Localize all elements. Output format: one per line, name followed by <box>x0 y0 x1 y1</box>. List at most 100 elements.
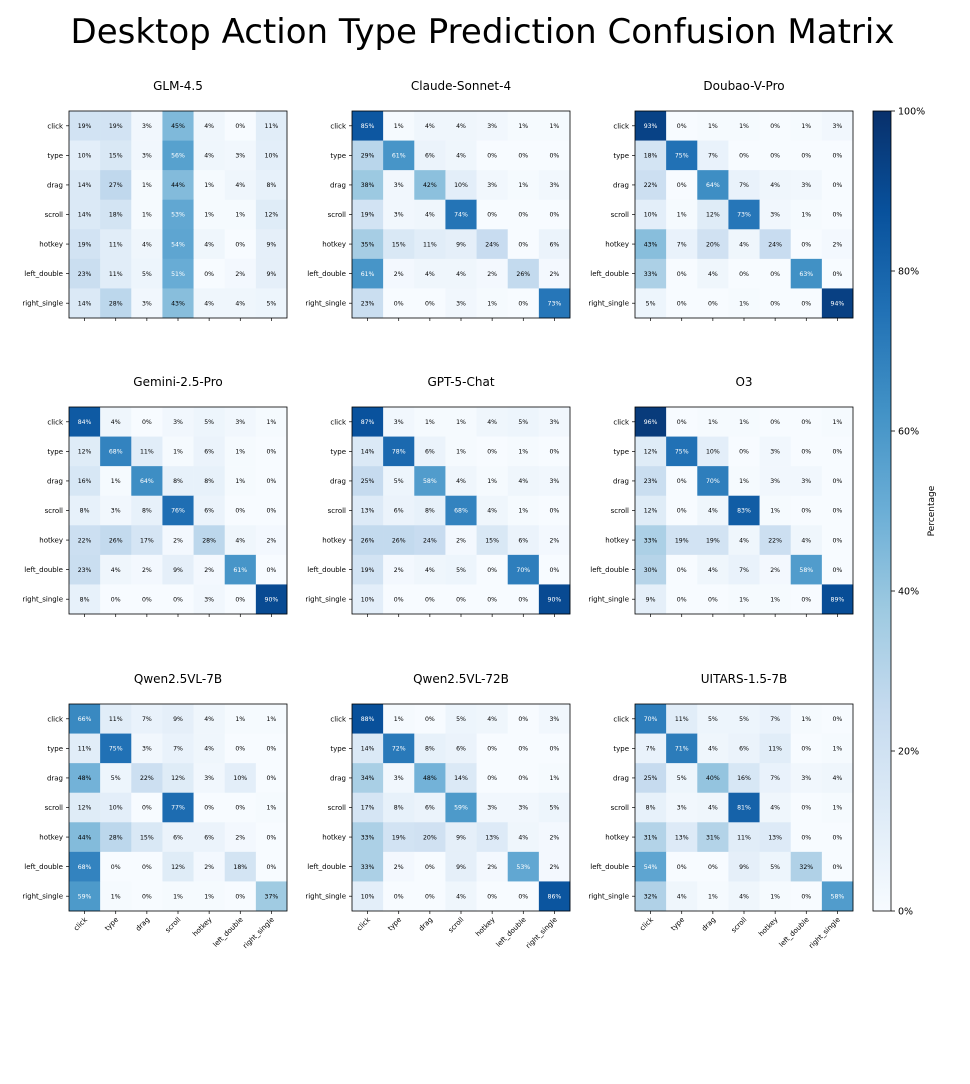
heatmap-cell <box>193 199 226 230</box>
cell-label: 0% <box>677 596 687 603</box>
cell-label: 6% <box>173 834 183 841</box>
heatmap-cell <box>666 258 698 289</box>
heatmap-cell <box>790 407 823 437</box>
heatmap-cell <box>507 466 540 497</box>
cell-label: 0% <box>235 508 245 515</box>
heatmap-cell <box>224 763 257 794</box>
cell-label: 0% <box>425 716 435 723</box>
cell-label: 33% <box>361 864 375 871</box>
heatmap-cell <box>697 792 729 823</box>
heatmap-cell <box>538 436 571 467</box>
heatmap-cell <box>193 763 226 794</box>
heatmap-cell <box>352 851 384 882</box>
y-tick-label: click <box>330 715 347 723</box>
cell-label: 28% <box>202 537 216 544</box>
heatmap-cell <box>100 288 132 319</box>
cell-label: 3% <box>173 419 183 426</box>
cell-label: 0% <box>394 893 404 900</box>
cell-label: 0% <box>204 805 214 812</box>
cell-label: 3% <box>394 182 404 189</box>
cell-label: 1% <box>394 123 404 130</box>
heatmap-cell <box>352 792 384 823</box>
heatmap-cell <box>100 229 132 260</box>
cell-label: 2% <box>550 537 560 544</box>
cell-label: 9% <box>739 864 749 871</box>
x-tick-label: click <box>72 915 89 932</box>
heatmap-cell <box>697 170 729 201</box>
cell-label: 0% <box>801 893 811 900</box>
cell-label: 3% <box>550 716 560 723</box>
heatmap-cell <box>414 584 446 615</box>
heatmap-cell <box>224 466 257 497</box>
heatmap-cell <box>255 792 288 823</box>
cell-label: 6% <box>204 449 214 456</box>
cell-label: 19% <box>109 123 123 130</box>
heatmap-cell <box>131 525 163 556</box>
cell-label: 10% <box>233 775 247 782</box>
heatmap-cell <box>100 436 132 467</box>
y-tick-label: click <box>47 418 64 426</box>
heatmap-cell <box>790 111 823 141</box>
y-tick-label: hotkey <box>605 241 629 249</box>
cell-label: 90% <box>548 596 562 603</box>
heatmap-cell <box>255 436 288 467</box>
cell-label: 2% <box>173 537 183 544</box>
heatmap-cell <box>255 111 288 141</box>
subplot-title: Gemini-2.5-Pro <box>133 375 222 389</box>
heatmap-cell <box>538 495 571 526</box>
heatmap-cell <box>131 229 163 260</box>
cell-label: 0% <box>833 567 843 574</box>
cell-label: 72% <box>392 746 406 753</box>
heatmap-cell <box>635 111 667 141</box>
y-tick-label: hotkey <box>39 537 63 545</box>
heatmap-cell <box>255 733 288 764</box>
heatmap-cell <box>131 258 163 289</box>
y-tick-label: right_single <box>305 300 346 308</box>
cell-label: 4% <box>708 567 718 574</box>
cell-label: 24% <box>423 537 437 544</box>
heatmap-cell <box>759 495 792 526</box>
cell-label: 70% <box>706 478 720 485</box>
heatmap-cell <box>635 704 667 734</box>
heatmap-cell <box>193 851 226 882</box>
cell-label: 12% <box>171 864 185 871</box>
cell-label: 71% <box>675 746 689 753</box>
cell-label: 0% <box>770 300 780 307</box>
cell-label: 1% <box>394 716 404 723</box>
heatmap-cell <box>131 140 163 171</box>
cell-label: 19% <box>78 241 92 248</box>
cell-label: 1% <box>801 123 811 130</box>
cell-label: 12% <box>78 449 92 456</box>
heatmap-cell <box>352 881 384 912</box>
x-tick-label: left_double <box>778 916 811 949</box>
cell-label: 13% <box>361 508 375 515</box>
cell-label: 3% <box>550 182 560 189</box>
cell-label: 43% <box>644 241 658 248</box>
cell-label: 33% <box>361 834 375 841</box>
cell-label: 0% <box>425 893 435 900</box>
cell-label: 3% <box>770 449 780 456</box>
subplot-title: UITARS-1.5-7B <box>701 672 788 686</box>
y-tick-label: scroll <box>611 804 629 812</box>
heatmap-cell <box>666 763 698 794</box>
cell-label: 0% <box>518 153 528 160</box>
heatmap-cell <box>383 584 415 615</box>
cell-label: 59% <box>454 805 468 812</box>
cell-label: 16% <box>737 775 751 782</box>
cell-label: 4% <box>801 537 811 544</box>
heatmap-cell <box>790 199 823 230</box>
cell-label: 1% <box>801 212 811 219</box>
cell-label: 31% <box>706 834 720 841</box>
heatmap-gpt-5-chat: GPT-5-Chat 87% 3% 1% 1% 4% 5% 3% 14% 78% 6% 1% 0% 1% 0… <box>305 375 571 617</box>
cell-label: 2% <box>142 567 152 574</box>
cell-label: 4% <box>456 153 466 160</box>
heatmap-cell <box>414 140 446 171</box>
cell-label: 4% <box>425 271 435 278</box>
heatmap-cell <box>224 822 257 853</box>
heatmap-cell <box>193 792 226 823</box>
cell-label: 76% <box>171 508 185 515</box>
cell-label: 4% <box>739 537 749 544</box>
heatmap-cell <box>790 554 823 585</box>
cell-label: 0% <box>425 300 435 307</box>
cell-label: 3% <box>770 212 780 219</box>
